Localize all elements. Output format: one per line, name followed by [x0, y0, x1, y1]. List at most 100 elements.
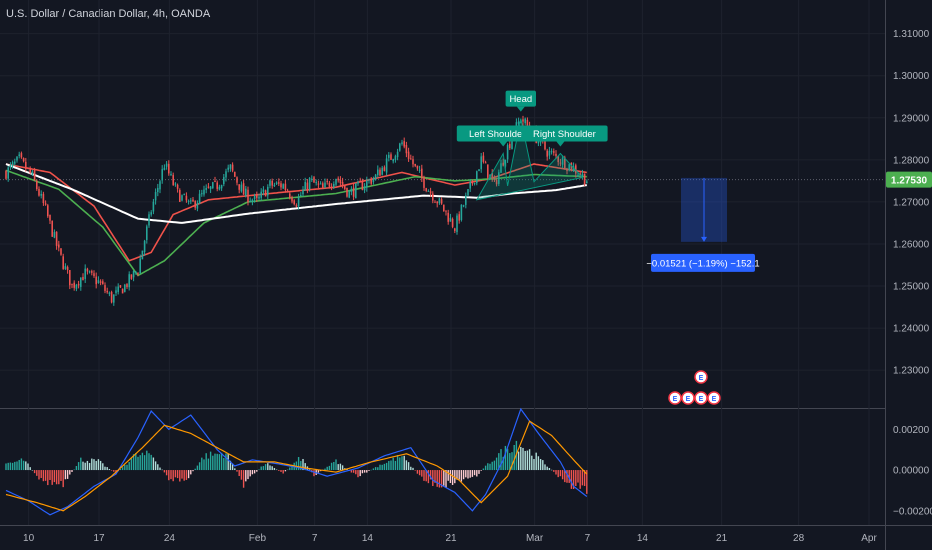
candle-body: [130, 274, 133, 279]
candle: [36, 179, 38, 191]
candle-body: [49, 214, 51, 221]
candle: [399, 142, 401, 152]
candle-body: [139, 258, 141, 274]
candle-body: [561, 158, 564, 165]
macd-histogram-bar: [113, 470, 115, 472]
candle-body: [297, 197, 300, 207]
candle-body: [146, 226, 148, 240]
candle-body: [249, 200, 251, 202]
candle-body: [44, 203, 47, 205]
macd-histogram-bar: [352, 470, 355, 473]
macd-histogram-bar: [586, 470, 588, 494]
macd-histogram-bar: [326, 466, 328, 471]
price-projection[interactable]: −0.01521 (−1.19%) −152.1: [646, 177, 760, 272]
candle-body: [88, 271, 91, 273]
candle-body: [379, 169, 381, 176]
candle-body: [473, 182, 476, 184]
candle-body: [300, 194, 302, 196]
candle-body: [253, 195, 256, 200]
candle-body: [183, 194, 185, 196]
macd-histogram-bar: [579, 470, 581, 489]
candle: [478, 168, 480, 172]
current-price-label: 1.27530: [891, 176, 928, 187]
macd-histogram-bar: [225, 453, 227, 471]
candle-body: [22, 158, 25, 162]
candle-body: [504, 159, 507, 167]
candle: [284, 180, 287, 193]
macd-histogram-bar: [119, 468, 122, 471]
macd-histogram-bar: [55, 470, 58, 485]
candle-body: [520, 120, 522, 122]
macd-histogram-bar: [80, 457, 82, 471]
macd-histogram-bar: [271, 466, 273, 471]
candle-body: [438, 198, 441, 204]
candle-body: [572, 166, 575, 172]
macd-pane[interactable]: [5, 407, 588, 516]
candle-body: [148, 214, 150, 226]
candle-body: [238, 184, 240, 190]
time-tick-label: Mar: [526, 533, 544, 544]
candle-body: [421, 168, 423, 179]
candle: [245, 185, 247, 198]
macd-histogram-bar: [284, 470, 287, 472]
candle: [414, 163, 416, 168]
event-marker-icon: E: [699, 375, 704, 382]
macd-histogram-bar: [258, 469, 260, 471]
candle-body: [302, 189, 304, 195]
candle: [506, 143, 509, 163]
candle: [170, 171, 172, 177]
candle-body: [93, 273, 95, 277]
projection-label: −0.01521 (−1.19%) −152.1: [646, 258, 759, 269]
time-tick-label: 14: [362, 533, 374, 544]
candle-body: [55, 231, 58, 246]
candle-body: [117, 286, 119, 292]
candle: [418, 165, 421, 173]
candle-body: [284, 183, 287, 190]
time-tick-label: 17: [93, 533, 105, 544]
candle: [282, 183, 284, 190]
event-markers[interactable]: E E E E E: [668, 370, 721, 405]
candle-body: [119, 285, 122, 288]
candle-body: [480, 156, 482, 170]
macd-histogram-bar: [220, 452, 223, 471]
candle: [403, 137, 405, 149]
candle-body: [141, 250, 144, 260]
candle: [548, 146, 551, 160]
candle: [242, 179, 245, 195]
candle-body: [227, 167, 229, 170]
macd-histogram-bar: [366, 470, 368, 473]
macd-histogram-bar: [410, 466, 412, 471]
candle-body: [575, 165, 577, 174]
head-and-shoulders-pattern[interactable]: Left Shoulder Head Right Shoulder: [456, 90, 608, 201]
candle: [154, 188, 157, 205]
candle: [106, 287, 108, 294]
candle-body: [280, 183, 282, 188]
event-marker-icon: E: [673, 396, 678, 403]
event-marker-icon: E: [699, 396, 704, 403]
candle-body: [27, 167, 29, 169]
macd-histogram-bar: [458, 470, 460, 480]
candle: [361, 178, 364, 191]
candle-body: [559, 162, 562, 164]
candle-body: [102, 281, 104, 284]
macd-histogram-bar: [476, 470, 478, 477]
candle: [115, 286, 117, 296]
macd-histogram-bar: [418, 470, 421, 476]
candle: [124, 283, 126, 293]
candle: [253, 193, 256, 203]
candle: [25, 157, 27, 172]
candle-body: [229, 164, 232, 169]
candle: [227, 164, 229, 173]
candle-body: [418, 169, 421, 171]
candles[interactable]: [5, 115, 588, 306]
macd-histogram-bar: [62, 470, 64, 488]
candle-body: [377, 169, 379, 176]
macd-histogram-bar: [249, 470, 251, 477]
macd-histogram-bar: [209, 451, 212, 471]
candle: [432, 191, 434, 204]
candle-body: [25, 161, 27, 170]
macd-histogram-bar: [163, 470, 166, 473]
macd-histogram-bar: [5, 463, 7, 471]
macd-histogram-bar: [99, 460, 102, 471]
